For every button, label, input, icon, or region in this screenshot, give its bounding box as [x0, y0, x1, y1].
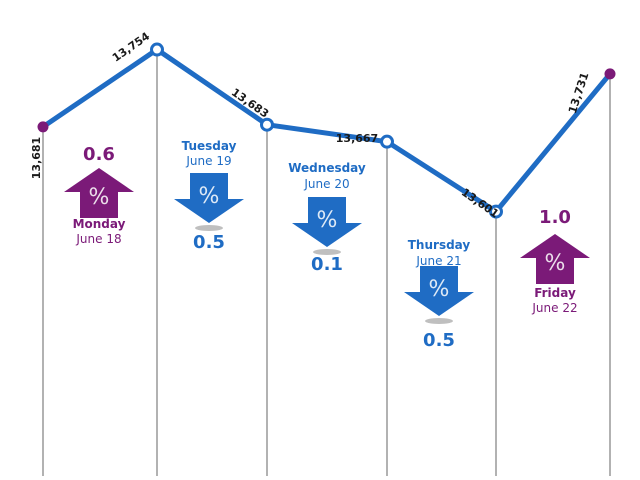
day-label-0: Monday [73, 217, 126, 231]
point-label-4: 13,601 [459, 186, 501, 221]
data-point-3 [380, 134, 394, 149]
date-label-1: June 19 [185, 154, 231, 168]
percent-symbol-2: % [317, 208, 338, 233]
point-label-0: 13,681 [30, 137, 43, 179]
percent-symbol-1: % [199, 184, 220, 209]
percent-symbol-4: % [545, 251, 566, 276]
down-arrow-icon-3 [404, 266, 474, 316]
arrow-shadow-1 [195, 225, 223, 231]
data-point-0 [37, 121, 49, 133]
change-label-1: 0.5 [193, 232, 225, 253]
day-label-3: Thursday [408, 238, 471, 252]
day-panel-2: % 0.1 Wednesday June 20 [288, 161, 366, 275]
vertical-gridlines [42, 49, 611, 476]
down-arrow-icon-1 [174, 173, 244, 223]
arrow-shadow-2 [313, 249, 341, 255]
date-label-3: June 21 [415, 254, 461, 268]
data-point-2 [260, 117, 274, 132]
point-label-5: 13,731 [566, 71, 591, 115]
day-panel-3: % 0.5 Thursday June 21 [404, 238, 474, 351]
change-label-4: 1.0 [539, 207, 571, 228]
up-arrow-icon-4 [520, 234, 590, 284]
change-label-2: 0.1 [311, 254, 343, 275]
index-line [37, 42, 616, 219]
data-point-5 [604, 68, 616, 80]
day-label-4: Friday [534, 286, 576, 300]
arrow-shadow-3 [425, 318, 453, 324]
percent-symbol-0: % [89, 185, 110, 210]
point-label-3: 13,667 [336, 132, 378, 145]
day-label-1: Tuesday [182, 139, 237, 153]
date-label-4: June 22 [531, 301, 577, 315]
data-point-4 [489, 204, 503, 219]
series-line [40, 47, 613, 215]
day-label-2: Wednesday [288, 161, 366, 175]
change-label-0: 0.6 [83, 144, 115, 165]
up-arrow-icon-0 [64, 168, 134, 218]
data-point-1 [150, 42, 164, 57]
date-label-0: June 18 [75, 232, 121, 246]
down-arrow-icon-2 [292, 197, 362, 247]
percent-symbol-3: % [429, 277, 450, 302]
change-label-3: 0.5 [423, 330, 455, 351]
date-label-2: June 20 [303, 177, 349, 191]
